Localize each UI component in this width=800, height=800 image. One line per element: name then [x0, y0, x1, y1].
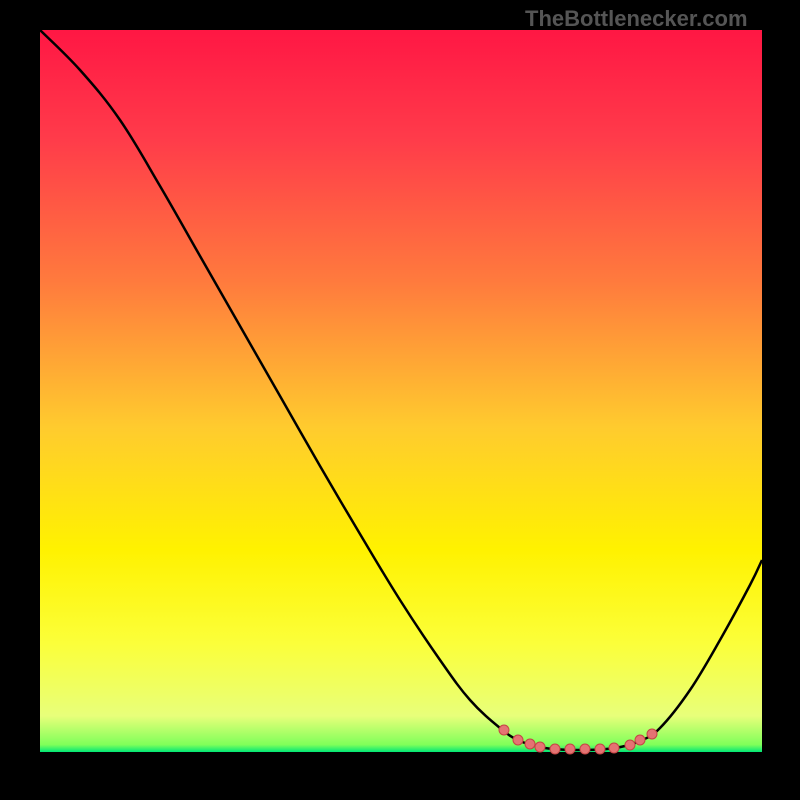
marker-point: [535, 742, 545, 752]
marker-point: [609, 743, 619, 753]
watermark-text: TheBottlenecker.com: [525, 6, 748, 32]
marker-point: [513, 735, 523, 745]
chart-svg: [0, 0, 800, 800]
marker-point: [625, 740, 635, 750]
marker-point: [565, 744, 575, 754]
marker-point: [525, 739, 535, 749]
marker-point: [580, 744, 590, 754]
marker-point: [550, 744, 560, 754]
chart-container: TheBottlenecker.com: [0, 0, 800, 800]
marker-point: [595, 744, 605, 754]
marker-point: [647, 729, 657, 739]
marker-point: [499, 725, 509, 735]
marker-point: [635, 735, 645, 745]
plot-background: [40, 30, 762, 752]
